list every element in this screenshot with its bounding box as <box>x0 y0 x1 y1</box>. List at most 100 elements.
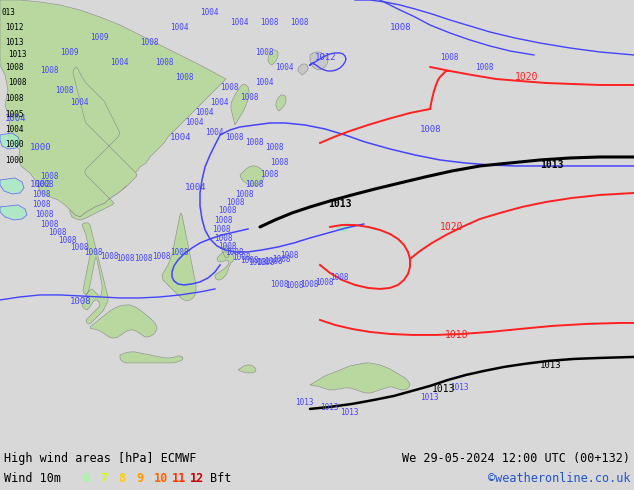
Text: 1018: 1018 <box>445 330 469 340</box>
Text: 1008: 1008 <box>240 93 259 102</box>
Text: 1004: 1004 <box>5 114 27 123</box>
Text: 1008: 1008 <box>35 180 53 189</box>
Text: 1008: 1008 <box>116 254 134 263</box>
Text: 1004: 1004 <box>170 133 191 142</box>
Text: 1008: 1008 <box>232 253 250 262</box>
Text: 12: 12 <box>190 472 204 485</box>
Text: Wind 10m: Wind 10m <box>4 472 61 485</box>
Text: 1012: 1012 <box>5 23 23 32</box>
Text: 1013: 1013 <box>8 50 27 59</box>
Text: 1008: 1008 <box>48 228 67 237</box>
Text: 1008: 1008 <box>70 297 91 306</box>
Text: 1004: 1004 <box>195 108 214 117</box>
Text: 1013: 1013 <box>328 199 351 209</box>
Text: 1008: 1008 <box>245 138 264 147</box>
Polygon shape <box>335 222 351 232</box>
Text: 1008: 1008 <box>265 143 283 152</box>
Text: 1013: 1013 <box>340 408 358 417</box>
Text: 1008: 1008 <box>220 83 238 92</box>
Text: 11: 11 <box>172 472 186 485</box>
Text: 1008: 1008 <box>315 278 333 287</box>
Text: 1008: 1008 <box>5 63 23 72</box>
Polygon shape <box>120 352 183 363</box>
Polygon shape <box>238 365 256 373</box>
Text: 1004: 1004 <box>230 18 249 27</box>
Text: We 29-05-2024 12:00 UTC (00+132): We 29-05-2024 12:00 UTC (00+132) <box>402 452 630 465</box>
Text: 10: 10 <box>154 472 168 485</box>
Text: 1008: 1008 <box>225 133 243 142</box>
Text: 1008: 1008 <box>420 125 441 134</box>
Text: 1008: 1008 <box>214 216 233 225</box>
Text: 1008: 1008 <box>390 23 411 32</box>
Text: 1009: 1009 <box>90 33 108 42</box>
Text: 1004: 1004 <box>210 98 228 107</box>
Text: 1008: 1008 <box>212 225 231 234</box>
Polygon shape <box>215 246 234 280</box>
Text: 1005: 1005 <box>5 110 23 119</box>
Polygon shape <box>0 133 20 149</box>
Polygon shape <box>240 166 264 186</box>
Text: 1008: 1008 <box>260 18 278 27</box>
Text: 1002: 1002 <box>30 180 51 189</box>
Text: 1013: 1013 <box>320 403 339 412</box>
Text: 1008: 1008 <box>32 200 51 209</box>
Polygon shape <box>90 305 157 338</box>
Text: 013: 013 <box>2 8 16 17</box>
Text: 1008: 1008 <box>225 248 243 257</box>
Text: 1000: 1000 <box>30 143 51 152</box>
Text: 1008: 1008 <box>290 18 309 27</box>
Text: 1013: 1013 <box>540 160 564 170</box>
Text: 1004: 1004 <box>255 78 273 87</box>
Text: 1009: 1009 <box>60 48 79 57</box>
Text: ©weatheronline.co.uk: ©weatheronline.co.uk <box>488 472 630 485</box>
Text: 1020: 1020 <box>440 222 463 232</box>
Text: 1008: 1008 <box>40 220 58 229</box>
Text: 1008: 1008 <box>240 256 259 265</box>
Text: 1004: 1004 <box>185 118 204 127</box>
Text: 1008: 1008 <box>175 73 193 82</box>
Text: 1008: 1008 <box>440 53 458 62</box>
Polygon shape <box>0 178 24 194</box>
Text: 1008: 1008 <box>35 210 53 219</box>
Text: 1008: 1008 <box>256 258 275 267</box>
Polygon shape <box>82 223 108 324</box>
Text: 1008: 1008 <box>245 180 264 189</box>
Text: 1013: 1013 <box>432 384 455 394</box>
Text: 1008: 1008 <box>214 234 233 243</box>
Text: 1008: 1008 <box>300 280 318 289</box>
Text: 1004: 1004 <box>170 23 188 32</box>
Text: 1008: 1008 <box>248 258 266 267</box>
Text: 1013: 1013 <box>295 398 313 407</box>
Polygon shape <box>310 52 328 70</box>
Text: 1013: 1013 <box>5 38 23 47</box>
Text: 1008: 1008 <box>264 257 283 266</box>
Text: 1008: 1008 <box>55 86 74 95</box>
Text: 1000: 1000 <box>5 140 23 149</box>
Text: High wind areas [hPa] ECMWF: High wind areas [hPa] ECMWF <box>4 452 197 465</box>
Text: 1004: 1004 <box>275 63 294 72</box>
Text: 1004: 1004 <box>185 183 207 192</box>
Polygon shape <box>268 50 278 65</box>
Polygon shape <box>276 95 286 111</box>
Text: 1008: 1008 <box>58 236 77 245</box>
Text: 1008: 1008 <box>100 252 119 261</box>
Text: 9: 9 <box>136 472 143 485</box>
Text: 1008: 1008 <box>84 248 103 257</box>
Polygon shape <box>298 64 308 75</box>
Text: 1008: 1008 <box>226 198 245 207</box>
Text: 1008: 1008 <box>218 206 236 215</box>
Text: 1008: 1008 <box>140 38 158 47</box>
Text: 1008: 1008 <box>32 190 51 199</box>
Text: 1008: 1008 <box>270 158 288 167</box>
Polygon shape <box>162 213 196 301</box>
Text: 1008: 1008 <box>280 251 299 260</box>
Text: 1000: 1000 <box>5 156 23 165</box>
Text: 1008: 1008 <box>155 58 174 67</box>
Text: 1020: 1020 <box>515 72 538 82</box>
Polygon shape <box>0 205 27 220</box>
Text: 1008: 1008 <box>152 252 171 261</box>
Text: 1004: 1004 <box>110 58 129 67</box>
Text: 1008: 1008 <box>170 248 188 257</box>
Text: 1004: 1004 <box>5 125 23 134</box>
Text: Bft: Bft <box>210 472 231 485</box>
